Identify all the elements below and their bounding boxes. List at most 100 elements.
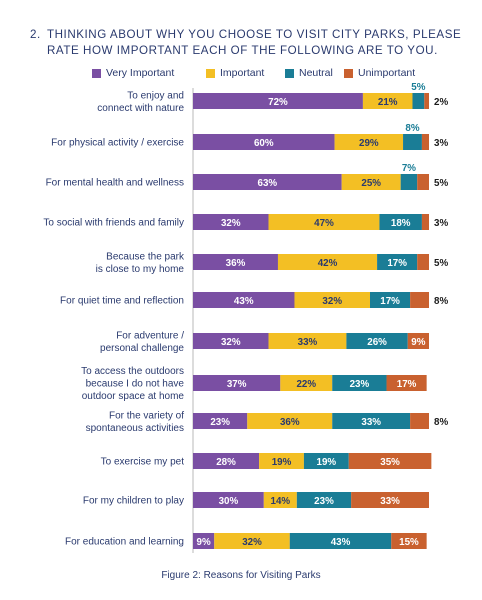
bar-segment-unimportant [424,93,429,109]
data-label: 36% [226,258,246,269]
data-label: 32% [322,296,342,307]
data-label: 35% [380,457,400,468]
bar-segment-unimportant [348,453,432,469]
bar-segment-unimportant [386,375,427,391]
legend-label: Neutral [299,67,333,79]
data-label: 26% [367,337,387,348]
data-label: 5% [434,258,448,269]
bar-segment-very-important [193,174,342,190]
category-label: To access the outdoors because I do not h… [81,366,184,402]
data-label: 72% [268,97,288,108]
bar-segment-important [214,533,290,549]
data-label: 33% [380,496,400,507]
data-label: 47% [314,218,334,229]
bar-segment-neutral [332,413,411,429]
data-label: 2% [434,97,448,108]
bar-segment-very-important [193,413,248,429]
data-label: 21% [378,97,398,108]
category-label-line: spontaneous activities [86,423,184,434]
bar-segment-important [247,413,333,429]
bar-segment-unimportant [410,292,429,308]
category-label-line: For the variety of [109,410,184,421]
bar-segment-very-important [193,214,269,230]
data-label: 9% [197,537,211,548]
category-label: For physical activity / exercise [51,138,184,149]
bar-segment-important [362,93,413,109]
bar-segment-important [334,134,404,150]
category-label-line: because I do not have [86,379,185,390]
data-label: 60% [254,138,274,149]
data-label: 19% [272,457,292,468]
data-label: 8% [434,296,448,307]
bar-segment-neutral [400,174,418,190]
category-label-line: To social with friends and family [43,218,184,229]
legend-swatch [285,69,294,78]
bar-segment-important [294,292,370,308]
data-label: 22% [296,379,316,390]
bar-segment-neutral [296,492,352,508]
category-label-line: personal challenge [100,343,184,354]
data-label: 17% [397,379,417,390]
data-label: 3% [434,138,448,149]
bar-segment-neutral [377,254,418,270]
bar-segment-very-important [193,492,264,508]
category-label-line: connect with nature [97,103,184,114]
data-label: 36% [280,417,300,428]
bar-segment-very-important [193,453,260,469]
category-label-line: For physical activity / exercise [51,138,184,149]
data-label: 15% [399,537,419,548]
bar-segment-neutral [412,93,425,109]
category-label-line: For my children to play [83,496,184,507]
category-label: To exercise my pet [101,457,185,468]
data-label: 33% [298,337,318,348]
question-text: THINKING ABOUT WHY YOU CHOOSE TO VISIT C… [47,28,462,57]
legend-label: Unimportant [358,67,416,79]
bar-segment-unimportant [410,413,429,429]
bar-segment-neutral [370,292,411,308]
data-label: 32% [242,537,262,548]
data-label: 9% [411,337,425,348]
data-label: 43% [331,537,351,548]
bar-segment-very-important [193,292,295,308]
bar-segment-unimportant [351,492,429,508]
legend-label: Very Important [106,67,175,79]
category-label: For mental health and wellness [46,178,184,189]
legend-label: Important [220,67,265,79]
question-number: 2. [30,28,41,41]
bar-segment-neutral [379,214,422,230]
bar-segment-unimportant [417,174,429,190]
bar-segment-neutral [332,375,387,391]
bar-segment-unimportant [417,254,429,270]
data-label: 29% [359,138,379,149]
data-label: 23% [350,379,370,390]
bar-segment-very-important [193,375,281,391]
bar-segment-important [263,492,297,508]
bar-segment-important [280,375,333,391]
data-label: 43% [234,296,254,307]
data-label: 32% [221,218,241,229]
category-label: To social with friends and family [43,218,184,229]
category-label-line: For adventure / [116,330,184,341]
data-label: 17% [387,258,407,269]
data-label: 8% [405,123,419,134]
figure-caption: Figure 2: Reasons for Visiting Parks [161,570,321,581]
bar-segment-very-important [193,93,363,109]
category-label: For the variety of spontaneous activities [86,410,185,434]
data-label: 42% [318,258,338,269]
bar-segment-neutral [346,333,408,349]
bar-segment-unimportant [421,214,429,230]
data-label: 37% [227,379,247,390]
data-label: 19% [317,457,337,468]
category-label-line: For education and learning [65,537,184,548]
bar-segment-neutral [289,533,392,549]
data-label: 28% [216,457,236,468]
bar-segment-important [341,174,401,190]
category-label: For my children to play [83,496,184,507]
data-label: 18% [391,218,411,229]
data-label: 7% [402,163,416,174]
data-label: 3% [434,218,448,229]
category-label: To enjoy and connect with nature [97,90,184,114]
legend-swatch [92,69,101,78]
data-label: 63% [258,178,278,189]
